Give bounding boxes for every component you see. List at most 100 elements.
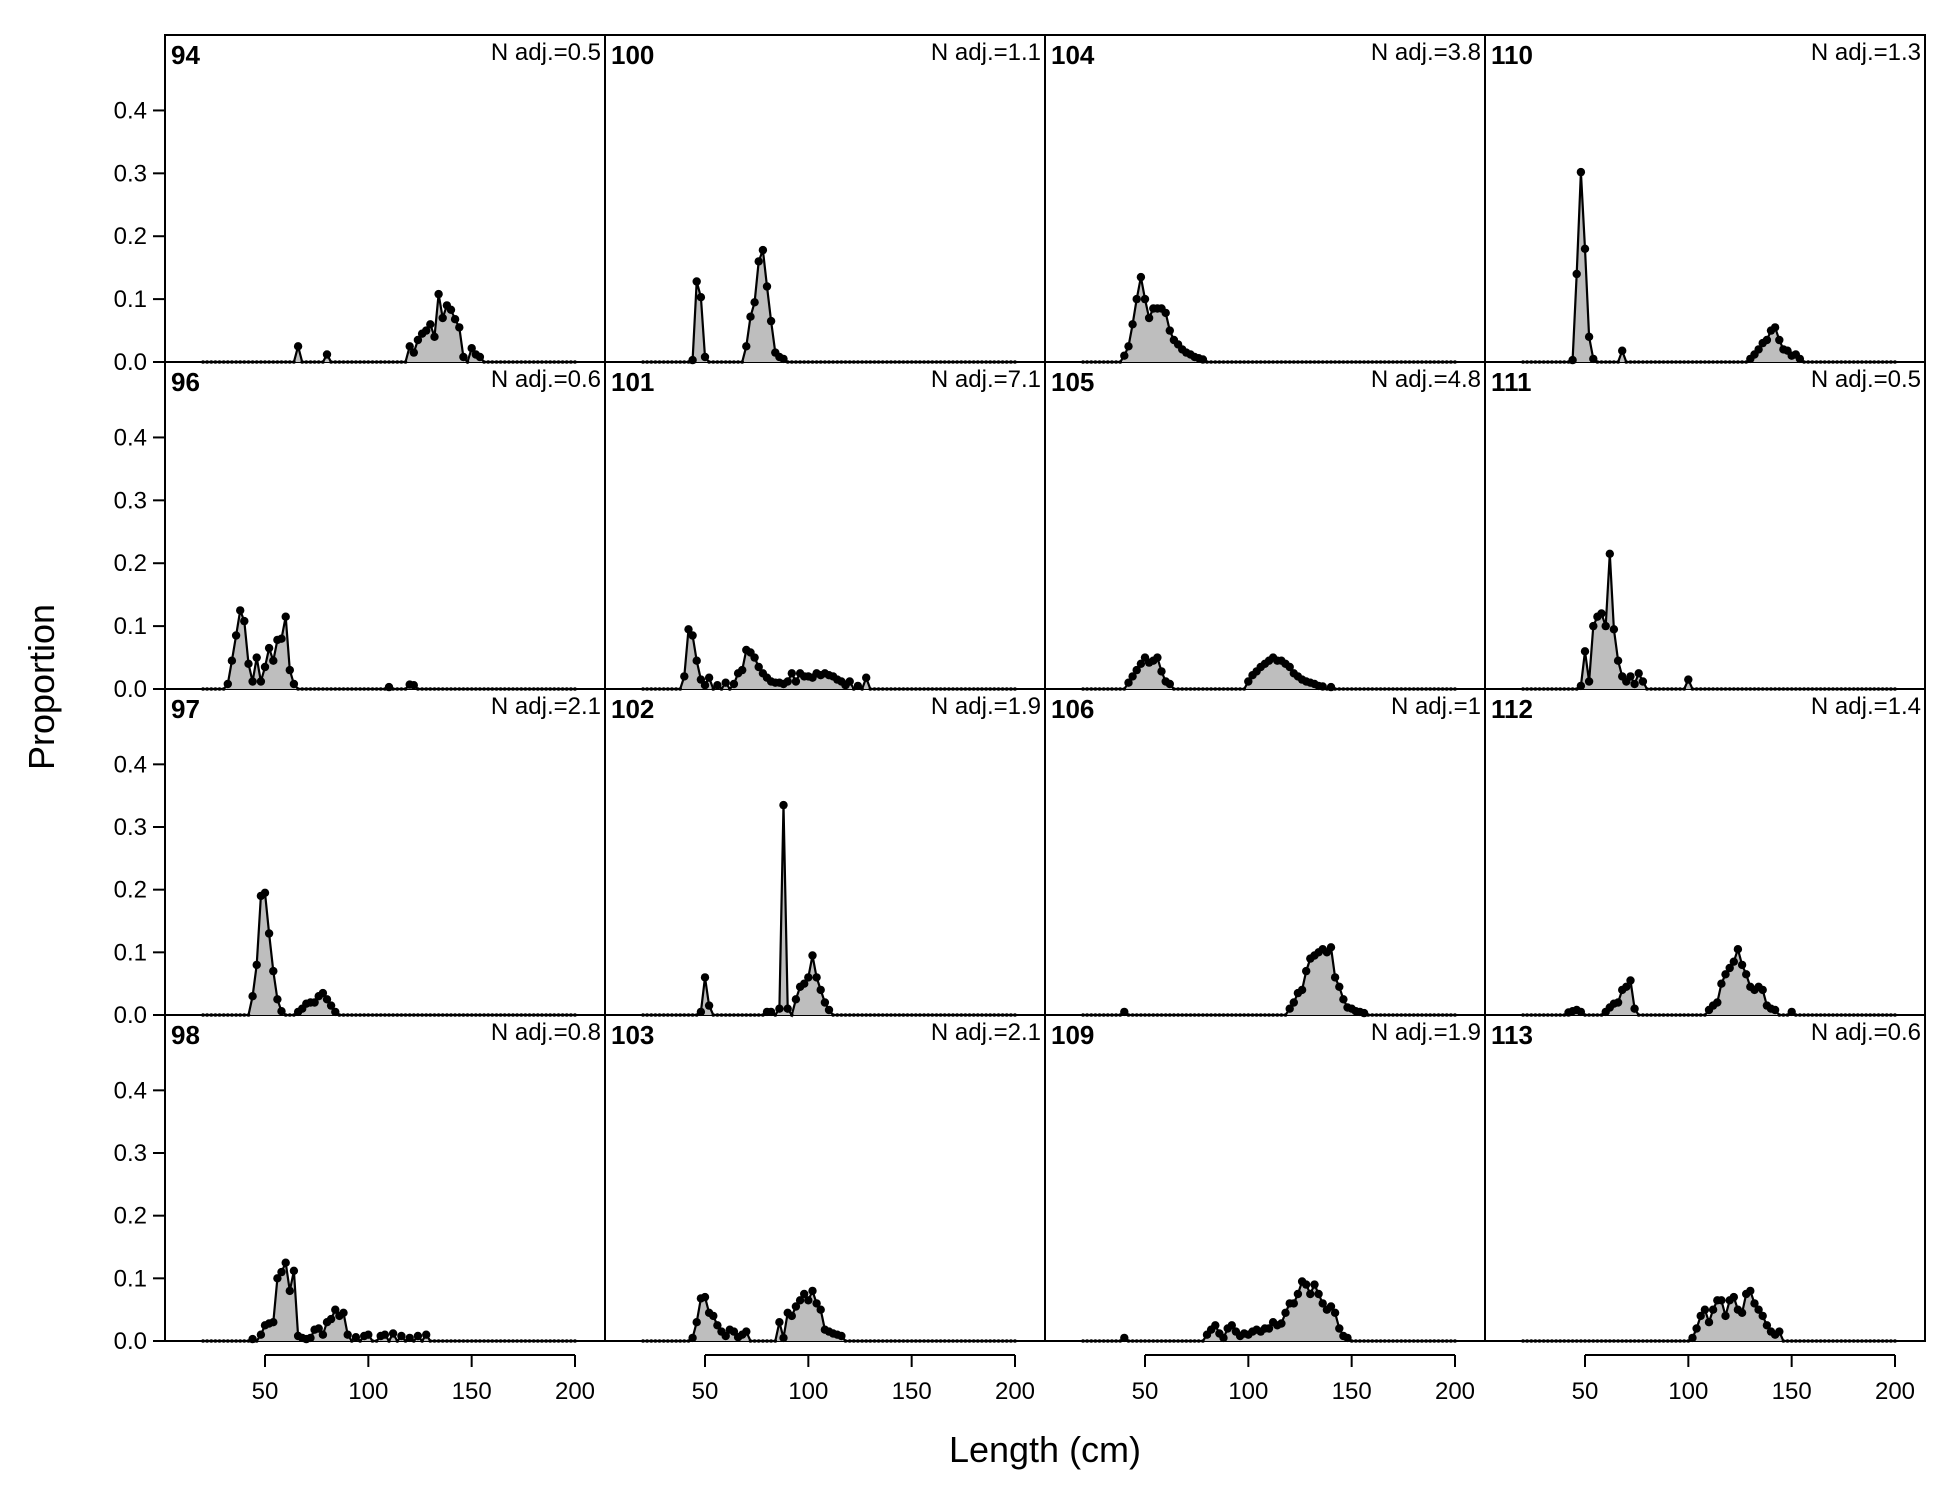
data-point [1827, 360, 1831, 364]
data-point [331, 1305, 340, 1314]
data-point [1775, 1327, 1784, 1336]
x-tick-label: 100 [1668, 1378, 1708, 1405]
data-point [1320, 360, 1325, 364]
data-point [1354, 687, 1358, 691]
data-point [1721, 970, 1730, 979]
data-point [1213, 1013, 1218, 1017]
data-point [754, 257, 763, 266]
data-point [1354, 360, 1358, 364]
data-point [1603, 1339, 1608, 1343]
data-point [1449, 360, 1453, 364]
data-point [901, 1013, 906, 1017]
data-point [1884, 360, 1889, 364]
data-point [1583, 1339, 1587, 1343]
data-point [1634, 669, 1643, 678]
data-point [221, 687, 226, 691]
data-point [1558, 1339, 1562, 1343]
data-point [260, 662, 270, 672]
data-point [569, 360, 573, 364]
data-point [482, 360, 486, 364]
data-point [1661, 1013, 1666, 1017]
data-point [804, 1296, 813, 1305]
data-point [1769, 687, 1773, 691]
data-point [992, 1013, 997, 1017]
data-point [938, 687, 943, 691]
data-point [1403, 1013, 1408, 1017]
data-point [446, 305, 456, 314]
data-point [641, 1339, 645, 1343]
data-point [1754, 1305, 1763, 1314]
data-point [1732, 687, 1736, 691]
data-point [1267, 1013, 1271, 1017]
data-point [1000, 1339, 1005, 1343]
data-point [1196, 1339, 1201, 1343]
data-point [405, 342, 414, 351]
data-point [474, 1339, 478, 1343]
data-point [1009, 1339, 1013, 1343]
data-point [918, 1339, 922, 1343]
data-point [922, 360, 926, 364]
data-point [1374, 1339, 1379, 1343]
data-point [1529, 1013, 1534, 1017]
data-point [1529, 360, 1534, 364]
data-point [544, 687, 548, 691]
data-point [963, 1013, 968, 1017]
data-point [1250, 360, 1255, 364]
data-point [1802, 360, 1806, 364]
data-point [221, 360, 226, 364]
data-point [893, 687, 897, 691]
data-point [1521, 1013, 1525, 1017]
panel-106: 106 N adj.=1 [1051, 693, 1481, 1018]
data-point [221, 1339, 226, 1343]
data-point [641, 360, 645, 364]
data-point [1349, 687, 1354, 691]
data-point [1636, 1339, 1641, 1343]
data-point [420, 1339, 424, 1343]
data-point [1184, 1339, 1189, 1343]
data-point [835, 1013, 840, 1017]
y-tick-label: 0.3 [114, 814, 147, 841]
data-point [552, 1013, 557, 1017]
panel-label: 104 [1051, 40, 1095, 70]
data-point [843, 360, 848, 364]
data-point [1230, 687, 1234, 691]
data-point [1246, 360, 1251, 364]
data-point [992, 360, 997, 364]
data-point [853, 681, 863, 691]
data-point [246, 360, 251, 364]
data-point [1296, 360, 1300, 364]
data-point [1366, 360, 1370, 364]
data-point [798, 360, 802, 364]
data-point [1806, 1339, 1810, 1343]
data-point [445, 687, 449, 691]
data-point [1314, 1289, 1323, 1299]
data-point [742, 342, 751, 351]
data-point [395, 1013, 400, 1017]
data-point [1009, 360, 1013, 364]
data-point [1537, 360, 1542, 364]
data-point [1605, 549, 1615, 558]
data-point [1287, 360, 1292, 364]
data-point [1525, 687, 1529, 691]
data-point [1420, 360, 1424, 364]
data-point [226, 360, 230, 364]
data-point [312, 687, 317, 691]
data-point [684, 625, 693, 634]
data-point [350, 1013, 354, 1017]
data-point [1151, 1013, 1156, 1017]
data-point [641, 687, 645, 691]
data-point [391, 1013, 395, 1017]
data-point [1732, 360, 1736, 364]
data-point [1399, 687, 1404, 691]
data-point [540, 687, 544, 691]
data-point [248, 1334, 257, 1344]
data-point [300, 687, 305, 691]
data-point [281, 1258, 290, 1267]
data-point [1279, 360, 1284, 364]
data-point [1765, 687, 1769, 691]
data-point [831, 1013, 835, 1017]
data-point [1428, 1339, 1432, 1343]
data-point [773, 1013, 778, 1017]
data-point [971, 360, 976, 364]
data-point [1657, 360, 1662, 364]
